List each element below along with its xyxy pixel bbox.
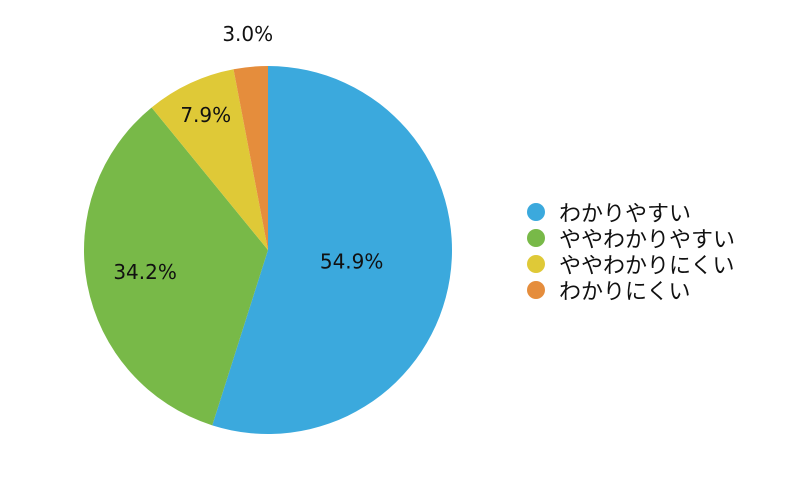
legend-label: ややわかりやすい — [559, 228, 736, 253]
legend: わかりやすい ややわかりやすい ややわかりにくい わかりにくい — [527, 199, 736, 305]
data-label-yaya-wakarinikui: 7.9% — [180, 103, 231, 127]
pie-slice-yaya-wakarinikui — [151, 69, 268, 250]
pie-slice-wakarinikui — [233, 66, 268, 250]
legend-item-wakarinikui: わかりにくい — [527, 277, 735, 305]
legend-item-yaya-wakariyasui: ややわかりやすい — [527, 225, 736, 253]
data-label-wakariyasui: 54.9% — [320, 249, 384, 273]
data-label-wakarinikui: 3.0% — [222, 22, 273, 46]
legend-label: わかりにくい — [559, 280, 691, 305]
legend-item-wakariyasui: わかりやすい — [527, 199, 735, 227]
legend-label: ややわかりにくい — [559, 254, 735, 279]
data-label-yaya-wakariyasui: 34.2% — [113, 260, 177, 284]
pie-slice-yaya-wakariyasui — [84, 107, 268, 426]
legend-label: わかりやすい — [559, 202, 692, 227]
pie-slice-wakariyasui — [212, 66, 452, 434]
legend-swatch — [527, 281, 545, 299]
legend-swatch — [527, 255, 545, 273]
legend-item-yaya-wakarinikui: ややわかりにくい — [527, 251, 735, 279]
legend-swatch — [527, 229, 545, 247]
legend-swatch — [527, 203, 545, 221]
